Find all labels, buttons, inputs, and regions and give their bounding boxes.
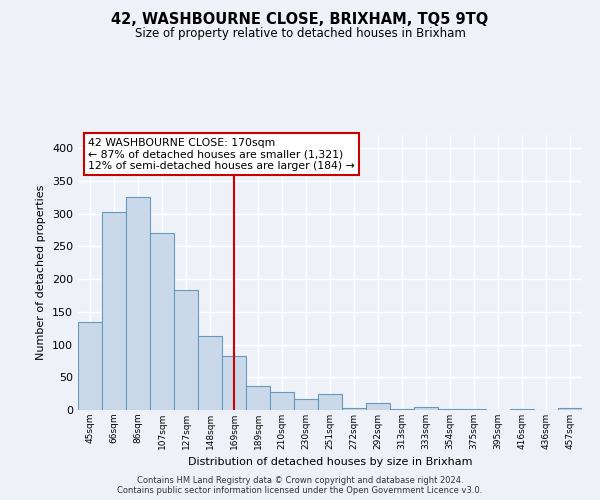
Bar [318, 394, 342, 410]
Text: 42, WASHBOURNE CLOSE, BRIXHAM, TQ5 9TQ: 42, WASHBOURNE CLOSE, BRIXHAM, TQ5 9TQ [112, 12, 488, 28]
Y-axis label: Number of detached properties: Number of detached properties [37, 185, 46, 360]
Bar [150, 232, 174, 410]
Bar [414, 406, 438, 410]
Bar [174, 290, 198, 410]
Bar [126, 197, 150, 410]
Bar [270, 392, 294, 410]
Text: Contains HM Land Registry data © Crown copyright and database right 2024.
Contai: Contains HM Land Registry data © Crown c… [118, 476, 482, 495]
Bar [102, 212, 126, 410]
Bar [222, 356, 246, 410]
Bar [294, 399, 318, 410]
X-axis label: Distribution of detached houses by size in Brixham: Distribution of detached houses by size … [188, 458, 472, 468]
Bar [342, 408, 366, 410]
Text: Size of property relative to detached houses in Brixham: Size of property relative to detached ho… [134, 28, 466, 40]
Bar [246, 386, 270, 410]
Bar [198, 336, 222, 410]
Bar [558, 408, 582, 410]
Bar [366, 404, 390, 410]
Text: 42 WASHBOURNE CLOSE: 170sqm
← 87% of detached houses are smaller (1,321)
12% of : 42 WASHBOURNE CLOSE: 170sqm ← 87% of det… [88, 138, 355, 171]
Bar [78, 322, 102, 410]
